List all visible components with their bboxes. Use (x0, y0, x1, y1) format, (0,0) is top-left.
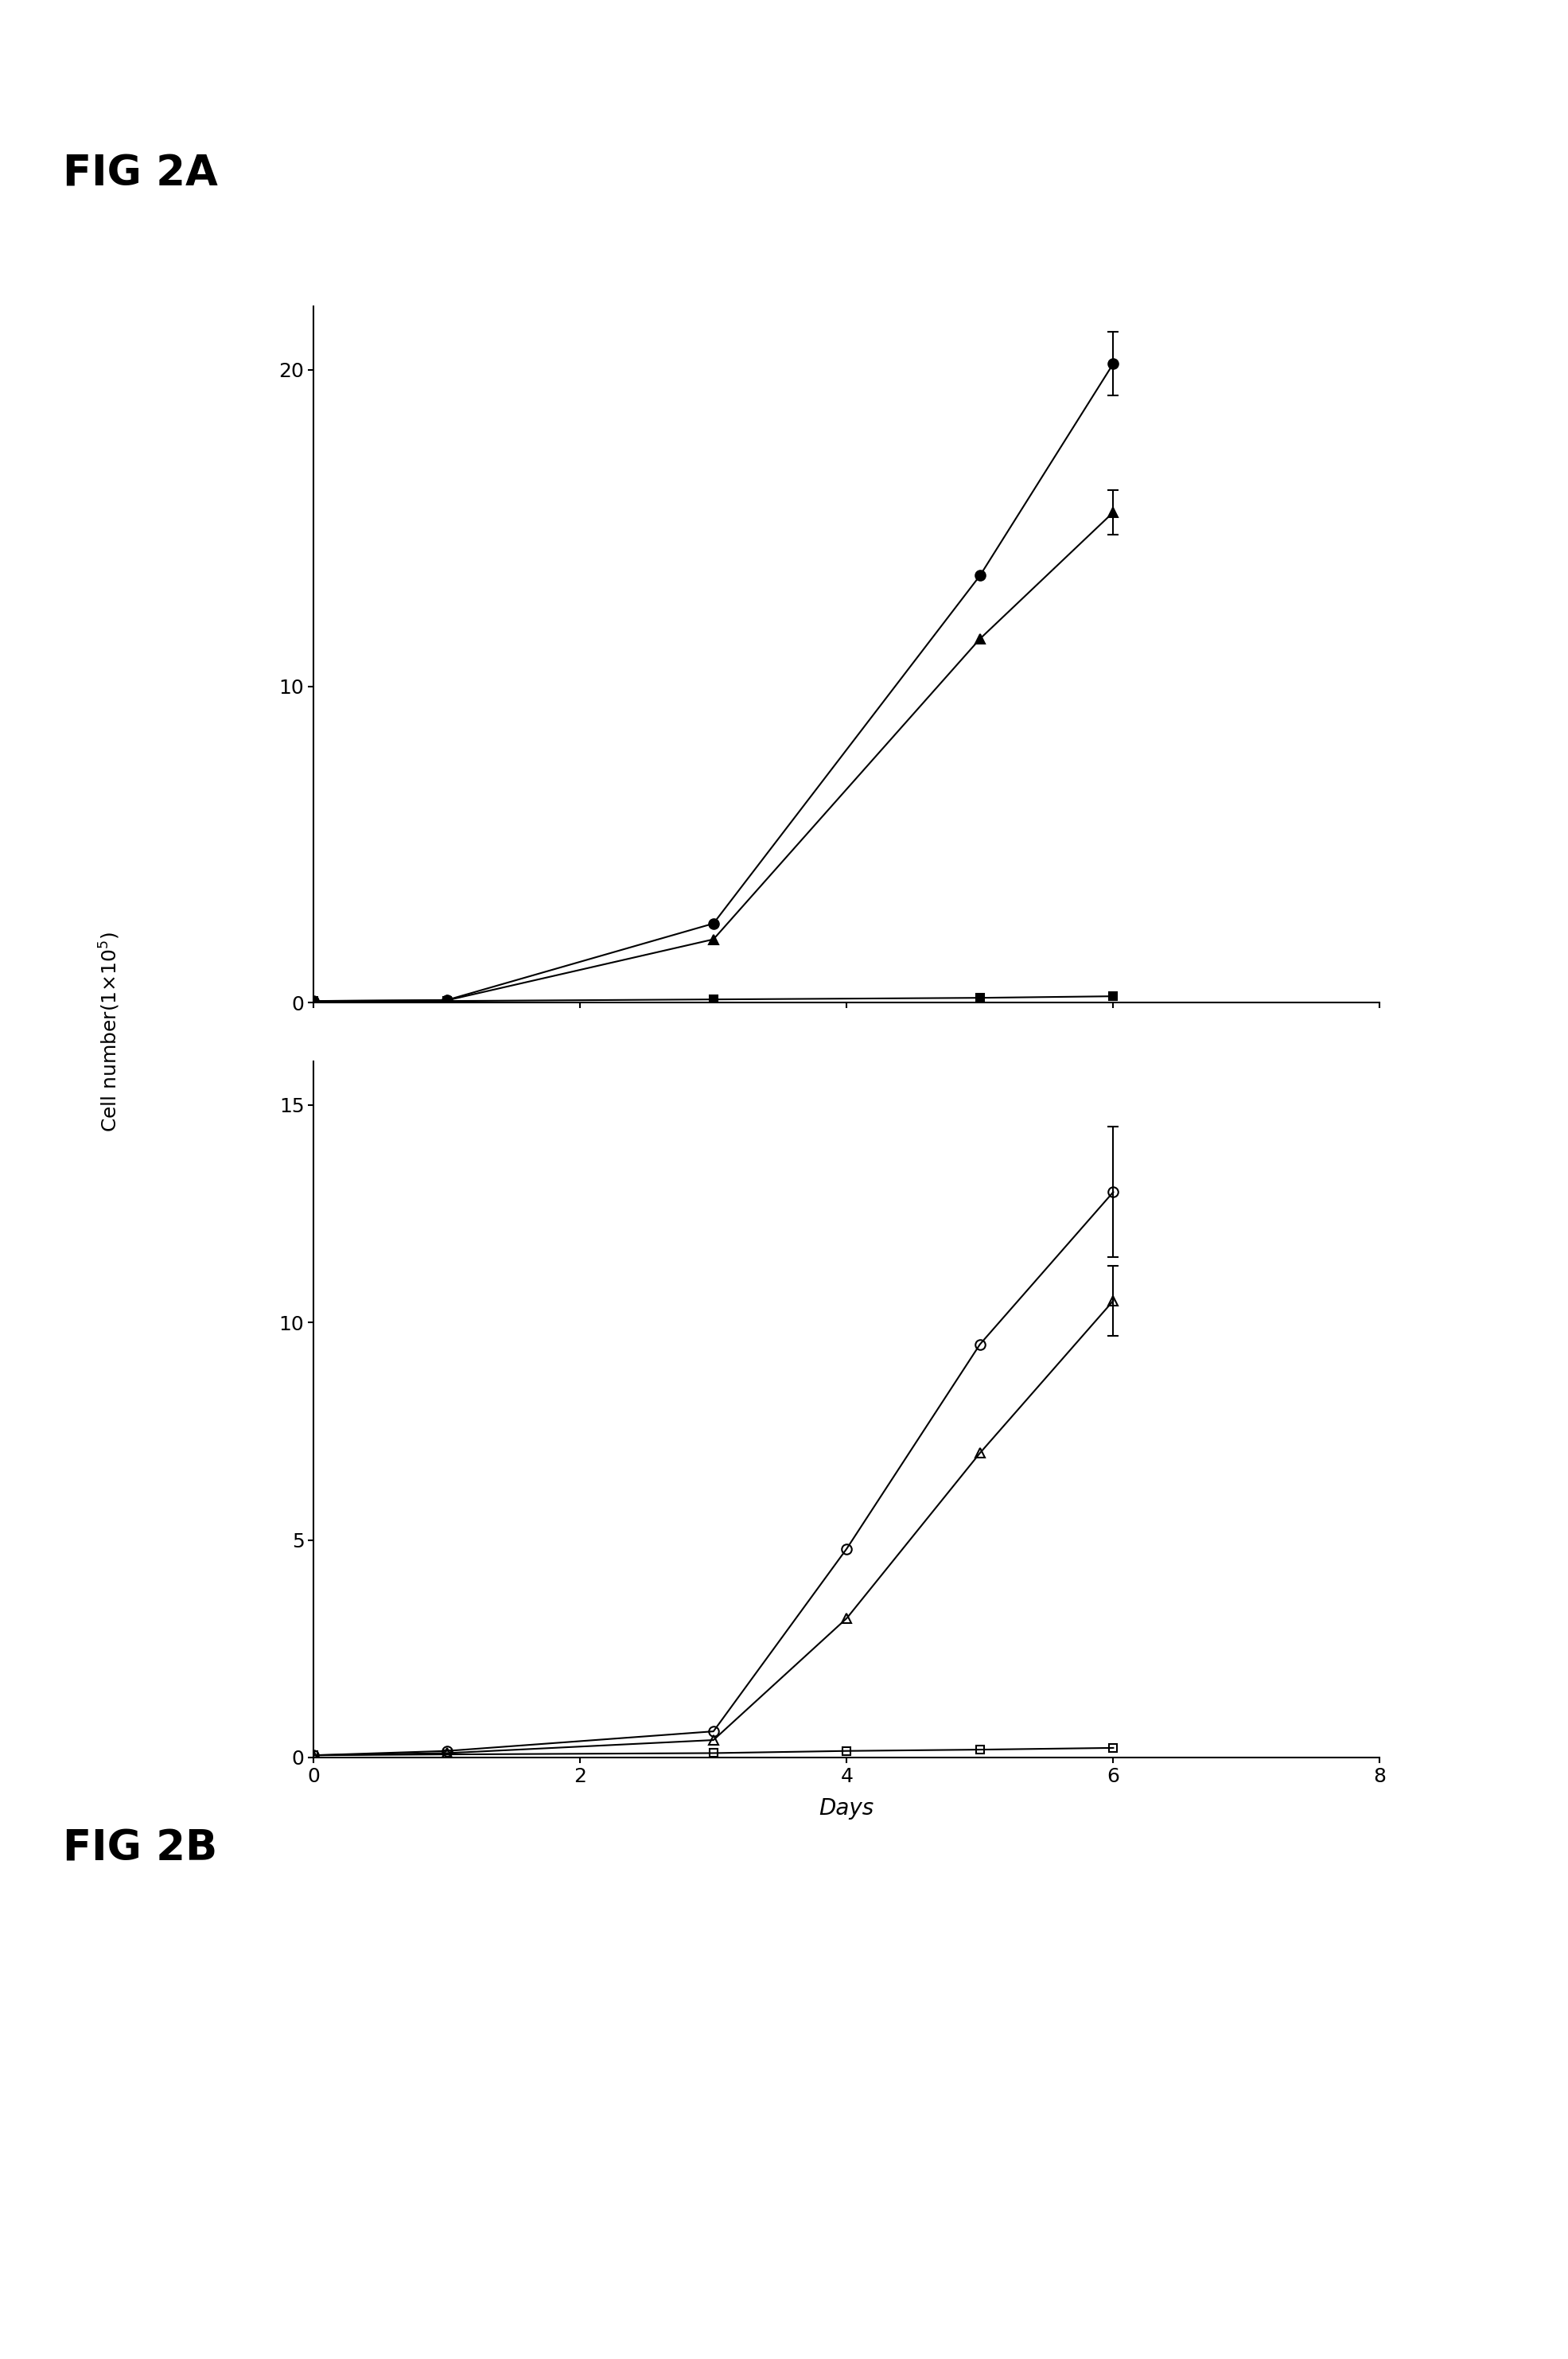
Text: FIG 2A: FIG 2A (63, 153, 218, 196)
Text: FIG 2B: FIG 2B (63, 1828, 218, 1871)
X-axis label: Days: Days (818, 1798, 875, 1819)
Text: Cell number(1$\times$10$^{5}$): Cell number(1$\times$10$^{5}$) (97, 932, 122, 1132)
